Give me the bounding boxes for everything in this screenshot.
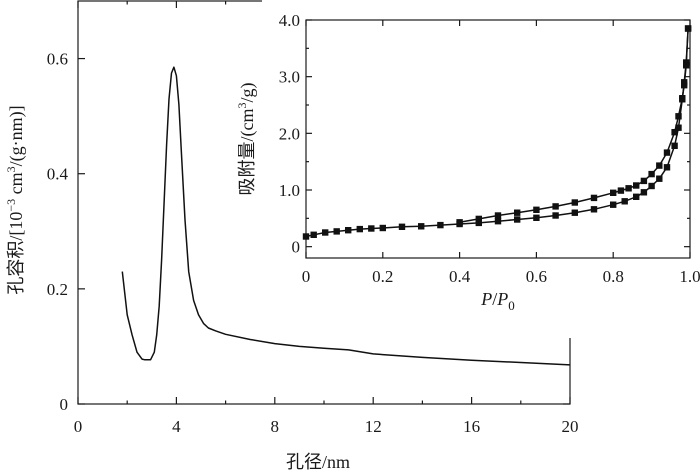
data-point [590, 206, 598, 213]
y-tick-label: 0.6 [47, 50, 68, 69]
data-point [640, 189, 648, 196]
x-tick-label: 0 [302, 267, 311, 286]
data-point [610, 189, 617, 196]
data-point [640, 177, 648, 185]
data-point [671, 129, 678, 136]
inset-background [262, 0, 700, 338]
x-tick-label: 4 [172, 417, 181, 436]
data-point [683, 62, 690, 69]
x-tick-label: 0 [74, 417, 83, 436]
data-point [418, 223, 425, 230]
x-tick-label: 12 [365, 417, 382, 436]
x-tick-label: 20 [562, 417, 579, 436]
x-tick-label: 0.8 [603, 267, 624, 286]
data-point [494, 212, 502, 219]
data-point [475, 215, 482, 223]
x-tick-label: 0.6 [526, 267, 547, 286]
x-tick-label: 1.0 [679, 267, 700, 286]
data-point [345, 227, 352, 234]
x-tick-label: 8 [271, 417, 280, 436]
data-point [533, 206, 540, 213]
y-tick-label: 0 [60, 395, 69, 414]
data-point [456, 219, 463, 226]
y-tick-label: 1.0 [279, 181, 300, 200]
inset-chart: 0 0.2 0.4 0.6 0.8 1.0 0 1.0 2.0 3.0 4.0 P/P0 吸附量/(… [235, 0, 700, 338]
data-point [571, 199, 578, 206]
data-point [368, 225, 375, 232]
data-point [437, 221, 444, 229]
data-point [552, 203, 559, 210]
y-tick-label: 4.0 [279, 11, 300, 30]
main-ticks: 0 4 8 12 16 20 0 0.2 0.4 0.6 [47, 1, 579, 436]
data-point [379, 224, 386, 232]
x-tick-label: 0.2 [372, 267, 393, 286]
inset-ticks: 0 0.2 0.4 0.6 0.8 1.0 0 1.0 2.0 3.0 4.0 [279, 11, 700, 286]
data-point [625, 185, 632, 192]
x-tick-label: 0.4 [449, 267, 471, 286]
y-tick-label: 2.0 [279, 124, 300, 143]
data-point [494, 218, 502, 225]
data-point [675, 113, 682, 120]
data-point [663, 149, 671, 156]
data-point [671, 142, 678, 149]
data-point [621, 198, 628, 205]
main-y-axis-label: 孔容积/[10−3 cm3/(g·nm)] [4, 105, 27, 294]
data-point [684, 25, 692, 32]
x-tick-label: 16 [463, 417, 480, 436]
y-tick-label: 0.2 [47, 280, 68, 299]
data-point [679, 95, 686, 102]
inset-x-axis-label: P/P0 [480, 289, 515, 313]
data-point [656, 162, 663, 169]
y-tick-label: 0 [292, 238, 301, 257]
data-point [610, 201, 617, 208]
data-point [322, 229, 329, 236]
data-point [552, 212, 559, 219]
data-point [356, 225, 363, 233]
main-chart: 0 4 8 12 16 20 0 0.2 0.4 0.6 孔径/nm 孔容积/[10−3 cm3/… [4, 0, 579, 472]
data-point [514, 216, 521, 223]
data-point [333, 228, 340, 235]
data-point [533, 214, 540, 221]
data-point [633, 182, 640, 189]
data-point [310, 231, 317, 238]
data-point [398, 223, 406, 230]
data-point [663, 164, 671, 171]
isotherm-markers [302, 25, 692, 240]
data-point [590, 194, 598, 202]
data-point [617, 187, 625, 194]
y-tick-label: 0.4 [47, 165, 69, 184]
data-point [571, 209, 578, 216]
data-point [675, 124, 682, 131]
data-point [648, 182, 655, 190]
data-point [514, 209, 521, 216]
data-point [648, 170, 655, 178]
pore-volume-curve [121, 66, 571, 366]
desorption-branch-line [459, 28, 689, 224]
inset-y-axis-label: 吸附量/(cm3/g) [235, 82, 258, 195]
data-point [302, 233, 310, 240]
data-point [656, 175, 663, 182]
data-point [633, 193, 640, 200]
main-x-axis-label: 孔径/nm [286, 452, 350, 472]
y-tick-label: 3.0 [279, 68, 300, 87]
inset-plot-frame [305, 19, 691, 259]
data-point [475, 219, 482, 227]
data-point [681, 82, 688, 89]
